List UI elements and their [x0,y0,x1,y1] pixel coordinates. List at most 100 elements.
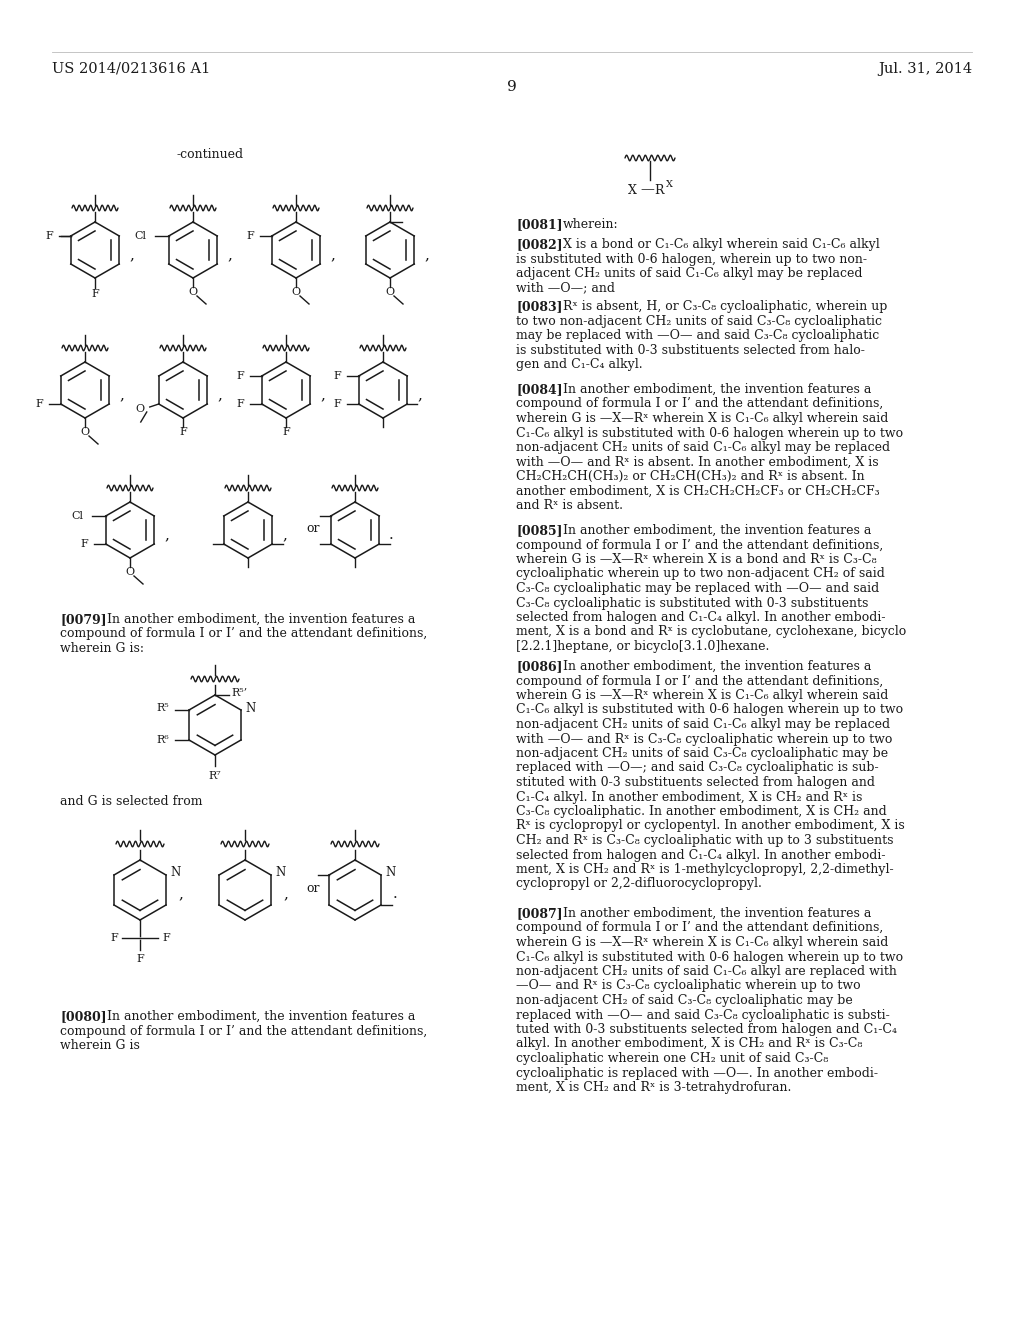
Text: O: O [188,286,198,297]
Text: In another embodiment, the invention features a: In another embodiment, the invention fea… [563,907,871,920]
Text: C₃-C₈ cycloaliphatic may be replaced with —O— and said: C₃-C₈ cycloaliphatic may be replaced wit… [516,582,880,595]
Text: non-adjacent CH₂ units of said C₁-C₆ alkyl may be replaced: non-adjacent CH₂ units of said C₁-C₆ alk… [516,441,890,454]
Text: [0081]: [0081] [516,218,562,231]
Text: ,: , [319,388,325,403]
Text: F: F [236,371,244,381]
Text: Rˣ is absent, H, or C₃-C₈ cycloaliphatic, wherein up: Rˣ is absent, H, or C₃-C₈ cycloaliphatic… [563,300,888,313]
Text: R⁵: R⁵ [157,704,169,713]
Text: cycloaliphatic wherein one CH₂ unit of said C₃-C₈: cycloaliphatic wherein one CH₂ unit of s… [516,1052,828,1065]
Text: R⁵’: R⁵’ [231,688,247,698]
Text: ment, X is CH₂ and Rˣ is 3-tetrahydrofuran.: ment, X is CH₂ and Rˣ is 3-tetrahydrofur… [516,1081,792,1094]
Text: wherein G is —X—Rˣ wherein X is C₁-C₆ alkyl wherein said: wherein G is —X—Rˣ wherein X is C₁-C₆ al… [516,689,889,702]
Text: F: F [136,954,144,964]
Text: gen and C₁-C₄ alkyl.: gen and C₁-C₄ alkyl. [516,358,643,371]
Text: [0084]: [0084] [516,383,562,396]
Text: wherein G is: wherein G is [60,1039,140,1052]
Text: ,: , [227,248,231,261]
Text: ment, X is a bond and Rˣ is cyclobutane, cyclohexane, bicyclo: ment, X is a bond and Rˣ is cyclobutane,… [516,626,906,639]
Text: ,: , [129,248,134,261]
Text: —O— and Rˣ is C₃-C₈ cycloaliphatic wherein up to two: —O— and Rˣ is C₃-C₈ cycloaliphatic where… [516,979,860,993]
Text: and G is selected from: and G is selected from [60,795,203,808]
Text: [0085]: [0085] [516,524,562,537]
Text: non-adjacent CH₂ units of said C₁-C₆ alkyl may be replaced: non-adjacent CH₂ units of said C₁-C₆ alk… [516,718,890,731]
Text: non-adjacent CH₂ of said C₃-C₈ cycloaliphatic may be: non-adjacent CH₂ of said C₃-C₈ cycloalip… [516,994,853,1007]
Text: C₁-C₆ alkyl is substituted with 0-6 halogen wherein up to two: C₁-C₆ alkyl is substituted with 0-6 halo… [516,426,903,440]
Text: ,: , [282,528,287,543]
Text: ,: , [283,887,288,902]
Text: to two non-adjacent CH₂ units of said C₃-C₈ cycloaliphatic: to two non-adjacent CH₂ units of said C₃… [516,314,882,327]
Text: F: F [333,371,341,381]
Text: O: O [292,286,301,297]
Text: 9: 9 [507,81,517,94]
Text: C₁-C₄ alkyl. In another embodiment, X is CH₂ and Rˣ is: C₁-C₄ alkyl. In another embodiment, X is… [516,791,862,804]
Text: C₁-C₆ alkyl is substituted with 0-6 halogen wherein up to two: C₁-C₆ alkyl is substituted with 0-6 halo… [516,704,903,717]
Text: ,: , [417,388,422,403]
Text: C₃-C₈ cycloaliphatic. In another embodiment, X is CH₂ and: C₃-C₈ cycloaliphatic. In another embodim… [516,805,887,818]
Text: [0079]: [0079] [60,612,106,626]
Text: R⁷: R⁷ [209,771,221,781]
Text: R⁶: R⁶ [157,735,169,744]
Text: replaced with —O— and said C₃-C₈ cycloaliphatic is substi-: replaced with —O— and said C₃-C₈ cycloal… [516,1008,890,1022]
Text: F: F [45,231,53,242]
Text: In another embodiment, the invention features a: In another embodiment, the invention fea… [106,1010,416,1023]
Text: replaced with —O—; and said C₃-C₈ cycloaliphatic is sub-: replaced with —O—; and said C₃-C₈ cycloa… [516,762,879,775]
Text: Jul. 31, 2014: Jul. 31, 2014 [878,62,972,77]
Text: ,: , [178,887,183,902]
Text: F: F [91,289,99,300]
Text: is substituted with 0-3 substituents selected from halo-: is substituted with 0-3 substituents sel… [516,343,865,356]
Text: or: or [306,521,319,535]
Text: alkyl. In another embodiment, X is CH₂ and Rˣ is C₃-C₈: alkyl. In another embodiment, X is CH₂ a… [516,1038,862,1051]
Text: O: O [385,286,394,297]
Text: selected from halogen and C₁-C₄ alkyl. In another embodi-: selected from halogen and C₁-C₄ alkyl. I… [516,849,886,862]
Text: non-adjacent CH₂ units of said C₁-C₆ alkyl are replaced with: non-adjacent CH₂ units of said C₁-C₆ alk… [516,965,897,978]
Text: CH₂CH₂CH(CH₃)₂ or CH₂CH(CH₃)₂ and Rˣ is absent. In: CH₂CH₂CH(CH₃)₂ or CH₂CH(CH₃)₂ and Rˣ is … [516,470,864,483]
Text: wherein G is —X—Rˣ wherein X is C₁-C₆ alkyl wherein said: wherein G is —X—Rˣ wherein X is C₁-C₆ al… [516,936,889,949]
Text: cycloaliphatic wherein up to two non-adjacent CH₂ of said: cycloaliphatic wherein up to two non-adj… [516,568,885,581]
Text: F: F [111,933,118,942]
Text: compound of formula I or I’ and the attendant definitions,: compound of formula I or I’ and the atte… [516,539,884,552]
Text: F: F [246,231,254,242]
Text: cycloaliphatic is replaced with —O—. In another embodi-: cycloaliphatic is replaced with —O—. In … [516,1067,878,1080]
Text: In another embodiment, the invention features a: In another embodiment, the invention fea… [563,524,871,537]
Text: O: O [81,426,89,437]
Text: [0082]: [0082] [516,238,562,251]
Text: N: N [385,866,395,879]
Text: O: O [125,568,134,577]
Text: F: F [35,399,43,409]
Text: ,: , [217,388,222,403]
Text: C₃-C₈ cycloaliphatic is substituted with 0-3 substituents: C₃-C₈ cycloaliphatic is substituted with… [516,597,868,610]
Text: F: F [80,539,88,549]
Text: ,: , [424,248,429,261]
Text: wherein G is:: wherein G is: [60,642,144,655]
Text: O: O [135,404,144,414]
Text: C₁-C₆ alkyl is substituted with 0-6 halogen wherein up to two: C₁-C₆ alkyl is substituted with 0-6 halo… [516,950,903,964]
Text: wherein G is —X—Rˣ wherein X is a bond and Rˣ is C₃-C₈: wherein G is —X—Rˣ wherein X is a bond a… [516,553,877,566]
Text: In another embodiment, the invention features a: In another embodiment, the invention fea… [563,660,871,673]
Text: [0083]: [0083] [516,300,562,313]
Text: R: R [654,183,664,197]
Text: [0080]: [0080] [60,1010,106,1023]
Text: F: F [333,399,341,409]
Text: [2.2.1]heptane, or bicyclo[3.1.0]hexane.: [2.2.1]heptane, or bicyclo[3.1.0]hexane. [516,640,769,653]
Text: compound of formula I or I’ and the attendant definitions,: compound of formula I or I’ and the atte… [516,675,884,688]
Text: another embodiment, X is CH₂CH₂CH₂CF₃ or CH₂CH₂CF₃: another embodiment, X is CH₂CH₂CH₂CF₃ or… [516,484,880,498]
Text: -continued: -continued [176,148,244,161]
Text: Cl: Cl [135,231,146,242]
Text: compound of formula I or I’ and the attendant definitions,: compound of formula I or I’ and the atte… [516,397,884,411]
Text: wherein G is —X—Rˣ wherein X is C₁-C₆ alkyl wherein said: wherein G is —X—Rˣ wherein X is C₁-C₆ al… [516,412,889,425]
Text: X is a bond or C₁-C₆ alkyl wherein said C₁-C₆ alkyl: X is a bond or C₁-C₆ alkyl wherein said … [563,238,880,251]
Text: with —O— and Rˣ is C₃-C₈ cycloaliphatic wherein up to two: with —O— and Rˣ is C₃-C₈ cycloaliphatic … [516,733,892,746]
Text: [0087]: [0087] [516,907,562,920]
Text: Cl: Cl [72,511,84,521]
Text: stituted with 0-3 substituents selected from halogen and: stituted with 0-3 substituents selected … [516,776,874,789]
Text: with —O—; and: with —O—; and [516,281,615,294]
Text: In another embodiment, the invention features a: In another embodiment, the invention fea… [563,383,871,396]
Text: ,: , [164,528,169,543]
Text: wherein:: wherein: [563,218,618,231]
Text: CH₂ and Rˣ is C₃-C₈ cycloaliphatic with up to 3 substituents: CH₂ and Rˣ is C₃-C₈ cycloaliphatic with … [516,834,894,847]
Text: .: . [389,528,394,543]
Text: ment, X is CH₂ and Rˣ is 1-methylcyclopropyl, 2,2-dimethyl-: ment, X is CH₂ and Rˣ is 1-methylcyclopr… [516,863,894,876]
Text: ,: , [330,248,335,261]
Text: In another embodiment, the invention features a: In another embodiment, the invention fea… [106,612,416,626]
Text: N: N [275,866,286,879]
